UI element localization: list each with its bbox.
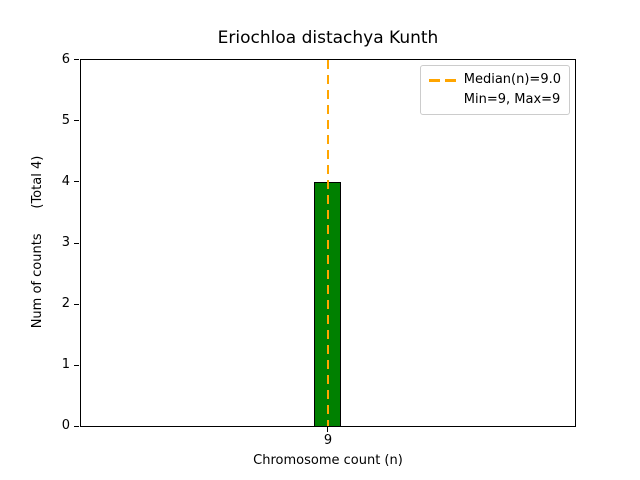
x-tick-label: 9	[323, 433, 333, 448]
legend-label-minmax: Min=9, Max=9	[463, 92, 561, 107]
y-tick-label: 4	[61, 174, 70, 189]
legend-entry-median: Median(n)=9.0	[428, 72, 561, 88]
y-tick-mark	[74, 304, 79, 306]
y-tick-label: 0	[61, 418, 70, 433]
y-axis-label: Num of counts (Total 4)	[30, 155, 45, 329]
orange-dashed-line-icon	[428, 78, 456, 82]
y-tick-label: 2	[61, 296, 70, 311]
legend: Median(n)=9.0 Min=9, Max=9	[419, 65, 570, 115]
legend-entry-minmax: Min=9, Max=9	[429, 92, 561, 108]
y-tick-mark	[74, 243, 79, 245]
y-tick-label: 5	[61, 113, 70, 128]
plot-area: Median(n)=9.0 Min=9, Max=9	[80, 59, 576, 427]
y-tick-mark	[74, 365, 79, 367]
median-line	[327, 60, 329, 426]
legend-label-median: Median(n)=9.0	[463, 72, 561, 87]
y-tick-mark	[74, 181, 79, 183]
y-tick-label: 6	[61, 52, 70, 67]
y-tick-mark	[74, 426, 79, 428]
y-tick-label: 1	[61, 357, 70, 372]
y-tick-mark	[74, 59, 79, 61]
legend-handle-spacer	[429, 99, 456, 102]
y-tick-label: 3	[61, 235, 70, 250]
x-axis-label: Chromosome count (n)	[253, 453, 403, 468]
x-tick-mark	[327, 427, 329, 432]
y-tick-mark	[74, 120, 79, 122]
chart-title: Eriochloa distachya Kunth	[217, 28, 439, 48]
